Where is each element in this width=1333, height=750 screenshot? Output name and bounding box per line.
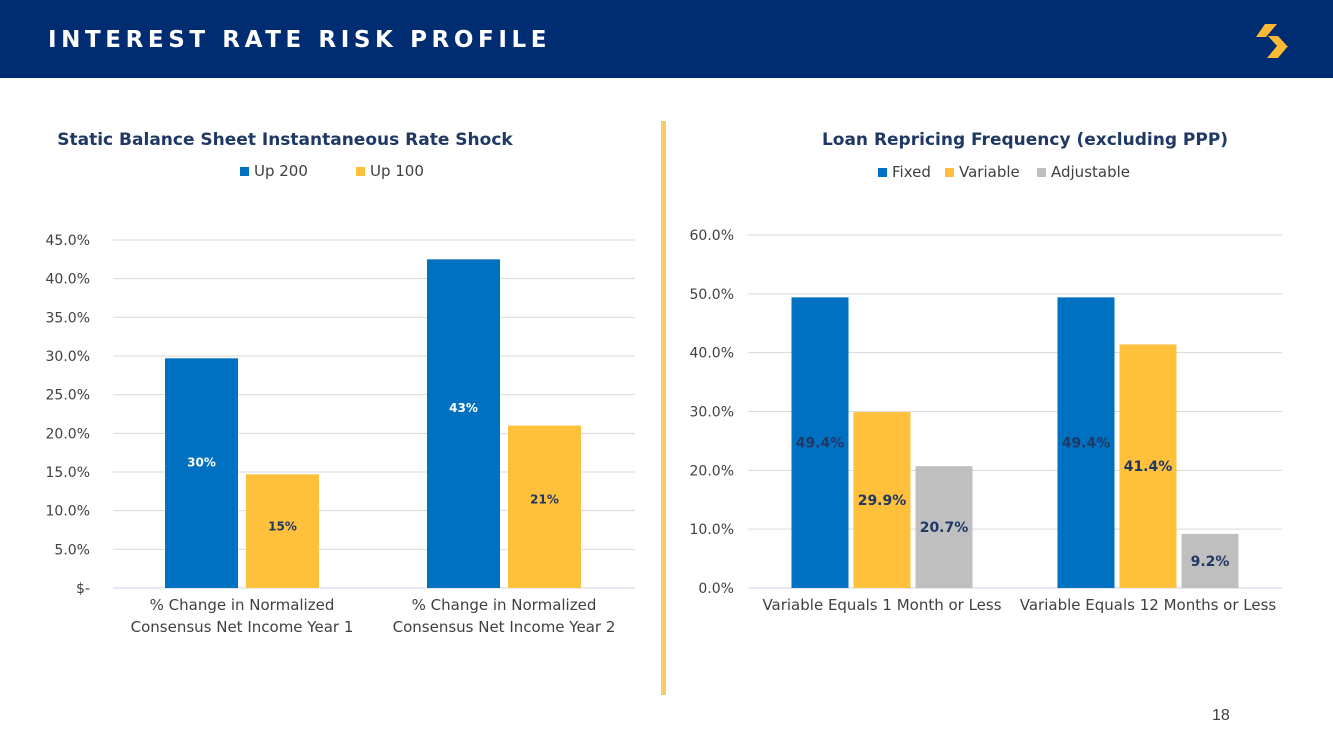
y-tick-label: 60.0% [690,228,734,244]
page-title: INTEREST RATE RISK PROFILE [48,27,552,53]
y-tick-label: 20.0% [46,426,90,442]
chart-title: Loan Repricing Frequency (excluding PPP) [822,130,1228,150]
bar-up-100 [508,425,581,588]
x-category-label: % Change in Normalized [150,596,335,614]
loan-repricing-chart: Loan Repricing Frequency (excluding PPP)… [668,120,1333,660]
y-tick-label: 30.0% [46,349,90,365]
legend-swatch-fixed [878,168,887,177]
y-tick-label: 50.0% [690,287,734,303]
x-category-label: % Change in Normalized [412,596,597,614]
vertical-divider [661,121,666,695]
y-tick-label: 30.0% [690,405,734,421]
y-tick-label: 15.0% [46,465,90,481]
data-label: 41.4% [1124,459,1173,475]
x-category-label: Consensus Net Income Year 2 [393,618,616,636]
bar-variable [853,412,911,588]
y-tick-label: 5.0% [54,542,90,558]
bar-up-100 [246,474,319,588]
loan-repricing-chart-svg: Loan Repricing Frequency (excluding PPP)… [690,130,1282,614]
legend-label-up-200: Up 200 [254,162,308,180]
bar-up-200 [165,358,238,588]
data-label: 30% [187,456,216,470]
legend-swatch-up-100 [356,167,365,176]
data-label: 49.4% [1062,436,1111,452]
bar-adjustable [915,466,973,588]
data-label: 43% [449,401,478,415]
company-logo-icon [1256,24,1288,58]
bar-variable [1119,344,1177,588]
x-category-label: Variable Equals 1 Month or Less [762,596,1001,614]
chart-title: Static Balance Sheet Instantaneous Rate … [57,130,513,150]
rate-shock-chart-svg: Static Balance Sheet Instantaneous Rate … [46,130,635,636]
x-category-label: Variable Equals 12 Months or Less [1020,596,1277,614]
y-tick-label: 35.0% [46,310,90,326]
header-banner: INTEREST RATE RISK PROFILE [0,0,1333,78]
legend-label-adjustable: Adjustable [1051,163,1130,181]
y-tick-label: 0.0% [698,581,734,597]
page-number: 18 [1212,707,1230,724]
y-tick-label: 40.0% [690,346,734,362]
legend-label-variable: Variable [959,163,1020,181]
data-label: 20.7% [920,520,969,536]
legend-label-up-100: Up 100 [370,162,424,180]
bar-fixed [791,297,849,588]
data-label: 49.4% [796,436,845,452]
data-label: 9.2% [1191,554,1230,570]
x-category-label: Consensus Net Income Year 1 [131,618,354,636]
legend-swatch-variable [945,168,954,177]
bar-adjustable [1181,533,1239,588]
y-tick-label: 10.0% [46,504,90,520]
bar-up-200 [427,259,500,588]
y-tick-label: 10.0% [690,522,734,538]
data-label: 29.9% [858,493,907,509]
y-tick-label: 40.0% [46,272,90,288]
rate-shock-chart: Static Balance Sheet Instantaneous Rate … [0,120,660,660]
y-tick-label: 45.0% [46,233,90,249]
data-label: 15% [268,519,297,533]
legend-label-fixed: Fixed [892,163,931,181]
y-tick-label: 20.0% [690,463,734,479]
y-tick-label: $- [76,581,90,597]
bar-fixed [1057,297,1115,588]
legend-swatch-adjustable [1037,168,1046,177]
data-label: 21% [530,493,559,507]
legend-swatch-up-200 [240,167,249,176]
y-tick-label: 25.0% [46,388,90,404]
